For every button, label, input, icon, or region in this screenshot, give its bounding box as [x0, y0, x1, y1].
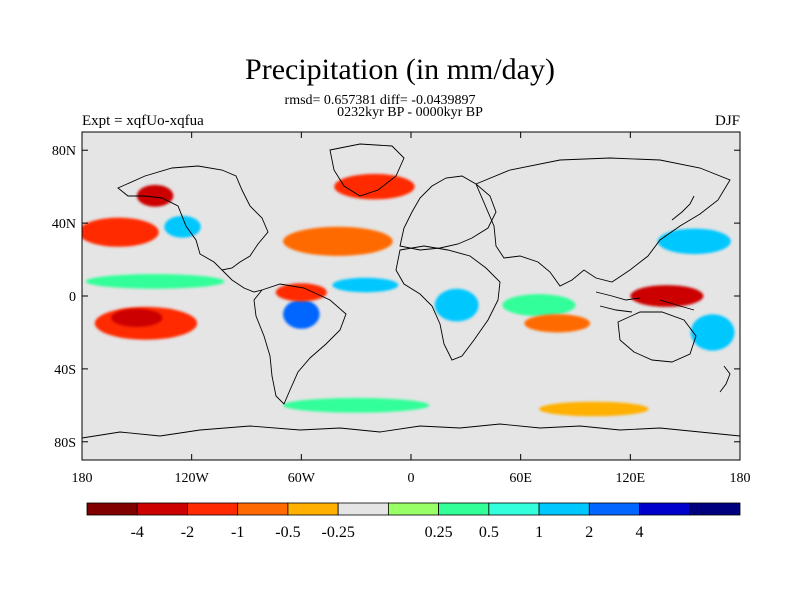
- colorbar-swatch: [538, 502, 590, 516]
- lat-tick-label: 40N: [52, 217, 76, 232]
- colorbar-swatch: [588, 502, 640, 516]
- lat-tick-label: 40S: [54, 363, 76, 378]
- anomaly-southern-ocean-dry: [538, 401, 649, 417]
- anomaly-field: [82, 173, 735, 417]
- colorbar-label: -1: [231, 524, 244, 541]
- colorbar-label: -0.25: [321, 524, 354, 541]
- lat-tick-label: 80S: [54, 436, 76, 451]
- anomaly-south-pacific-dry-core: [111, 308, 163, 327]
- colorbar-label: -2: [181, 524, 194, 541]
- experiment-label: Expt = xqfUo-xqfua: [82, 113, 204, 129]
- anomaly-indian-ocean-dry: [524, 314, 591, 333]
- colorbar-swatch: [187, 502, 239, 516]
- colorbar-swatch: [337, 502, 389, 516]
- colorbar-label: -0.5: [275, 524, 300, 541]
- colorbar-swatch: [488, 502, 540, 516]
- japan-coast: [671, 195, 695, 221]
- anomaly-amazon-dry: [275, 283, 327, 302]
- anomaly-indian-ocean-wet: [502, 294, 576, 317]
- lon-tick-label: 60E: [509, 471, 532, 486]
- coastlines: [82, 143, 740, 439]
- central-america-coast: [221, 269, 263, 293]
- australia-coast: [617, 311, 697, 363]
- anomaly-atlantic-itcz-wet: [332, 277, 399, 293]
- lat-tick-label: 80N: [52, 144, 76, 159]
- new-zealand-coast: [719, 365, 731, 393]
- lat-tick-label: 0: [69, 290, 76, 305]
- anomaly-africa-wet: [434, 288, 479, 322]
- lon-tick-label: 120W: [175, 471, 210, 486]
- colorbar-label: 2: [585, 524, 593, 541]
- colorbar-swatch: [237, 502, 289, 516]
- colorbar-label: 0.25: [425, 524, 453, 541]
- europe-coast: [399, 175, 497, 251]
- colorbar-swatch: [639, 502, 691, 516]
- colorbar-swatch: [86, 502, 138, 516]
- anomaly-amazon-wet: [283, 299, 320, 329]
- africa-coast: [395, 245, 501, 361]
- lon-tick-label: 0: [408, 471, 415, 486]
- south-america-coast: [253, 283, 347, 405]
- anomaly-west-pacific-wet: [657, 228, 731, 255]
- anomaly-alaska-dry: [136, 184, 174, 207]
- colorbar-label: 1: [535, 524, 543, 541]
- colorbar-swatch: [689, 502, 741, 516]
- season-label: DJF: [714, 113, 740, 129]
- anomaly-maritime-continent-dry: [630, 285, 704, 307]
- lon-tick-label: 120E: [616, 471, 646, 486]
- asia-coast: [475, 157, 731, 287]
- anomaly-north-pacific-wet: [164, 215, 201, 238]
- lon-tick-label: 180: [730, 471, 751, 486]
- map-title: Precipitation (in mm/day): [245, 53, 555, 86]
- colorbar-swatch: [136, 502, 188, 516]
- anomaly-equatorial-pacific-wet: [85, 274, 225, 289]
- anomaly-north-atlantic-dry: [334, 173, 415, 200]
- stats-line: rmsd= 0.657381 diff= -0.0439897: [284, 93, 476, 108]
- anomaly-atlantic-dry: [283, 226, 393, 256]
- colorbar-swatch: [287, 502, 339, 516]
- colorbar-label: 0.5: [479, 524, 499, 541]
- colorbar-label: 4: [636, 524, 644, 541]
- longitude-axis: 180 120W 60W 0 60E 120E 180: [72, 132, 751, 486]
- lon-tick-label: 180: [72, 471, 93, 486]
- period-line: 0232kyr BP - 0000kyr BP: [337, 105, 483, 120]
- anomaly-north-pacific-dry: [82, 217, 159, 247]
- north-america-coast: [117, 165, 269, 271]
- anomaly-southern-ocean-wet: [283, 398, 430, 413]
- latitude-axis: 80N 40N 0 40S 80S: [52, 144, 740, 451]
- maritime-islands-coast: [595, 291, 695, 313]
- colorbar-label: -4: [131, 524, 144, 541]
- antarctica-coast: [82, 423, 740, 439]
- colorbar-swatch: [438, 502, 490, 516]
- colorbar-swatch: [387, 502, 440, 516]
- colorbar: -4 -2 -1 -0.5 -0.25 0.25 0.5 1 2 4: [86, 502, 741, 541]
- lon-tick-label: 60W: [288, 471, 316, 486]
- anomaly-south-west-pacific-wet: [690, 314, 735, 351]
- greenland-coast: [329, 143, 405, 197]
